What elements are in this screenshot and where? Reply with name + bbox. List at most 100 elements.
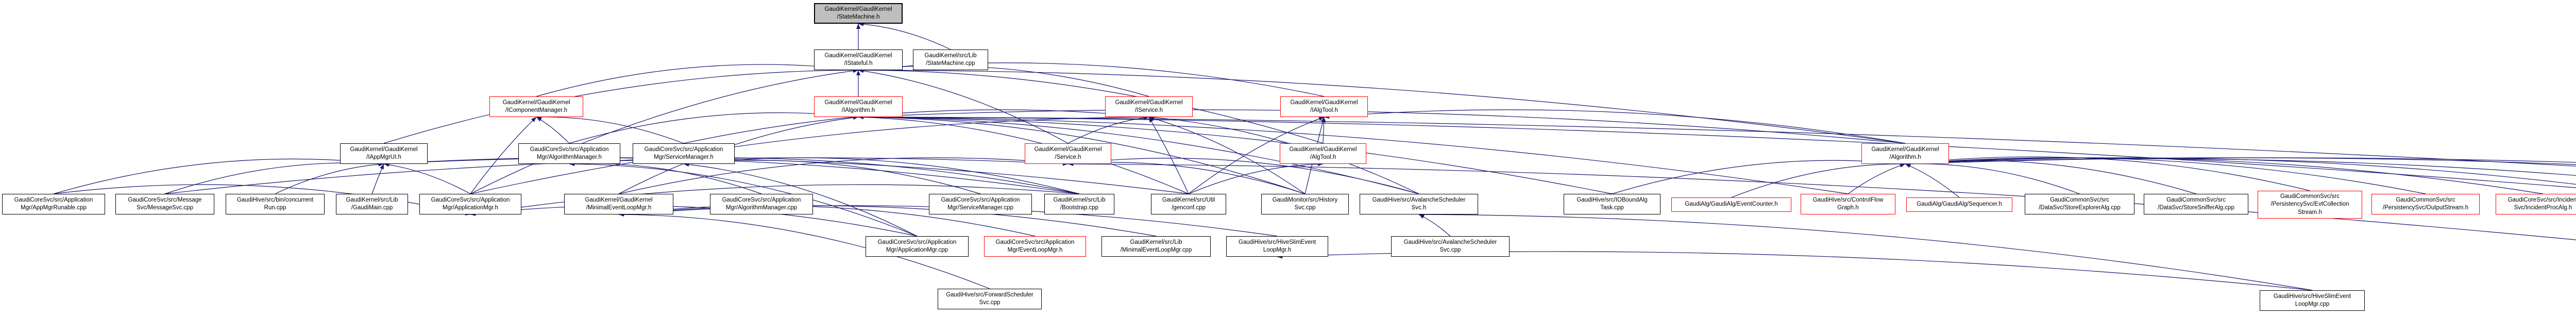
node-hiveslimeventloopmgr-h[interactable]: GaudiHive/src/HiveSlimEvent LoopMgr.h	[1226, 236, 1328, 257]
node-applicationmgr-cpp[interactable]: GaudiCoreSvc/src/Application Mgr/Applicat…	[866, 236, 969, 257]
edge-arrowhead	[380, 164, 384, 170]
include-edge	[858, 23, 951, 50]
include-edge	[536, 117, 684, 144]
node-algorithmmanager-h[interactable]: GaudiCoreSvc/src/Application Mgr/Algorith…	[518, 143, 620, 164]
node-service-h[interactable]: GaudiKernel/GaudiKernel/Service.h	[1025, 143, 1111, 164]
include-edge	[683, 163, 918, 237]
include-edge	[1905, 157, 2544, 194]
node-label-line: /DataSvc/StoreExplorerAlg.cpp	[2039, 205, 2121, 211]
node-hiveslimeventloopmgr-cpp[interactable]: GaudiHive/src/HiveSlimEvent LoopMgr.cpp	[2260, 290, 2365, 311]
node-label-line: GaudiCoreSvc/src/Application	[431, 196, 510, 203]
node-label-line: /GaudiMain.cpp	[351, 205, 393, 211]
include-edge	[1148, 117, 1189, 194]
node-label-line: GaudiCoreSvc/src/Application	[14, 196, 93, 203]
include-edge	[383, 70, 859, 144]
node-controlflowgraph-h[interactable]: GaudiHive/src/ControlFlow Graph.h	[1801, 194, 1895, 214]
node-evtcollectionstream-h[interactable]: GaudiCommonSvc/src/PersistencySvc/EvtCol…	[2258, 191, 2362, 219]
node-label-line: Mgr/ApplicationMgr.cpp	[886, 247, 948, 253]
include-edge	[1905, 157, 2576, 164]
node-label-line: GaudiCoreSvc/src/Application	[644, 146, 723, 153]
node-ialgorithm-h[interactable]: GaudiKernel/GaudiKernel/IAlgorithm.h	[814, 96, 903, 117]
node-label-line: GaudiKernel/GaudiKernel	[1290, 99, 1358, 106]
node-label-line: Mgr/EventLoopMgr.h	[1007, 247, 1063, 253]
include-edge	[1905, 163, 2080, 194]
node-label-line: GaudiCoreSvc/src/Application	[722, 196, 801, 203]
node-icomponentmanager-h[interactable]: GaudiKernel/GaudiKernel/IComponentManage…	[489, 96, 583, 117]
node-label-line: GaudiKernel/GaudiKernel	[1871, 146, 1939, 153]
node-label-line: Svc.cpp	[1294, 205, 1316, 211]
node-servicemanager-h[interactable]: GaudiCoreSvc/src/Application Mgr/ServiceM…	[633, 143, 735, 164]
node-label-line: GaudiHive/src/HiveSlimEvent	[1238, 239, 1316, 245]
node-ialgtool-h[interactable]: GaudiKernel/GaudiKernel/IAlgTool.h	[1280, 96, 1368, 117]
node-label-line: GaudiHive/src/ForwardScheduler	[946, 291, 1033, 298]
node-label-line: LoopMgr.cpp	[2295, 301, 2330, 307]
node-gaudimain-cpp[interactable]: GaudiKernel/src/Lib/GaudiMain.cpp	[336, 194, 408, 214]
node-ioboundalgtask-cpp[interactable]: GaudiHive/src/IOBoundAlg Task.cpp	[1564, 194, 1660, 214]
node-label-line: Mgr/AlgorithmManager.h	[537, 154, 602, 160]
node-algorithm-h[interactable]: GaudiKernel/GaudiKernel/Algorithm.h	[1861, 143, 1949, 164]
include-edge	[858, 117, 1419, 194]
node-label-line: GaudiCoreSvc/src/Incident	[2507, 196, 2576, 203]
node-label-line: Task.cpp	[1600, 205, 1624, 211]
node-concurrentrun-cpp[interactable]: GaudiHive/src/bin/concurrent Run.cpp	[226, 194, 325, 214]
node-label-line: /IComponentManager.h	[505, 107, 568, 113]
include-edge	[858, 117, 1189, 194]
node-applicationmgr-h[interactable]: GaudiCoreSvc/src/Application Mgr/Applicat…	[419, 194, 521, 214]
node-iappmgrui-h[interactable]: GaudiKernel/GaudiKernel/IAppMgrUI.h	[340, 143, 428, 164]
include-edge	[569, 163, 918, 237]
include-edge	[618, 117, 859, 194]
node-bootstrap-cpp[interactable]: GaudiKernel/src/Lib/Bootstrap.cpp	[1044, 194, 1114, 214]
node-eventcounter-h[interactable]: GaudiAlg/GaudiAlg/EventCounter.h	[1671, 197, 1791, 212]
node-label-line: Mgr/ServiceManager.cpp	[947, 205, 1013, 211]
node-avalancheschedulersvc-cpp[interactable]: GaudiHive/src/AvalancheScheduler Svc.cpp	[1391, 236, 1510, 257]
include-edge	[1188, 163, 1324, 194]
node-algtool-h[interactable]: GaudiKernel/GaudiKernel/AlgTool.h	[1280, 143, 1366, 164]
include-edge	[858, 117, 1613, 194]
node-sequencer-h[interactable]: GaudiAlg/GaudiAlg/Sequencer.h	[1906, 197, 2012, 212]
node-statemachine-h[interactable]: GaudiKernel/GaudiKernel/StateMachine.h	[814, 3, 903, 24]
node-minimaleventloopmgr-cpp[interactable]: GaudiKernel/src/Lib/MinimalEventLoopMgr.…	[1101, 236, 1211, 257]
node-label-line: Svc.h	[1411, 205, 1427, 211]
node-label-line: /genconf.cpp	[1172, 205, 1206, 211]
node-algorithmmanager-cpp[interactable]: GaudiCoreSvc/src/Application Mgr/Algorith…	[710, 194, 813, 214]
node-iservice-h[interactable]: GaudiKernel/GaudiKernel/IService.h	[1105, 96, 1193, 117]
include-edge	[164, 162, 384, 194]
node-forwardschedulersvc-cpp[interactable]: GaudiHive/src/ForwardScheduler Svc.cpp	[938, 289, 1042, 309]
node-label-line: GaudiCommonSvc/src	[2280, 193, 2340, 200]
edge-arrowhead	[856, 70, 860, 75]
node-incidentprocalg-h[interactable]: GaudiCoreSvc/src/Incident Svc/IncidentPro…	[2496, 194, 2576, 214]
include-edge	[470, 205, 918, 237]
include-edge	[470, 70, 859, 194]
node-istateful-h[interactable]: GaudiKernel/GaudiKernel/IStateful.h	[814, 49, 903, 70]
node-messagesvc-cpp[interactable]: GaudiCoreSvc/src/Message Svc/MessageSvc.c…	[115, 194, 214, 214]
include-edge	[275, 163, 384, 194]
node-label-line: GaudiHive/src/AvalancheScheduler	[1403, 239, 1497, 245]
node-label-line: Svc.cpp	[1439, 247, 1461, 253]
node-statemachine-cpp[interactable]: GaudiKernel/src/Lib/StateMachine.cpp	[913, 49, 988, 70]
include-edge	[569, 163, 762, 194]
node-storeexploreralg-cpp[interactable]: GaudiCommonSvc/src/DataSvc/StoreExplorer…	[2025, 194, 2134, 214]
node-avalancheschedulersvc-h[interactable]: GaudiHive/src/AvalancheScheduler Svc.h	[1360, 194, 1478, 214]
include-edge	[53, 158, 384, 194]
include-edge	[683, 160, 981, 194]
node-minimaleventloopmgr-h[interactable]: GaudiKernel/GaudiKernel/MinimalEventLoop…	[564, 194, 673, 214]
node-eventloopmgr-h[interactable]: GaudiCoreSvc/src/Application Mgr/EventLoo…	[984, 236, 1086, 257]
node-outputstream-h[interactable]: GaudiCommonSvc/src/PersistencySvc/Output…	[2371, 194, 2480, 214]
node-storesnifferalg-cpp[interactable]: GaudiCommonSvc/src/DataSvc/StoreSnifferA…	[2144, 194, 2248, 214]
include-edge	[1905, 163, 1960, 198]
node-appmgrrunable-cpp[interactable]: GaudiCoreSvc/src/Application Mgr/AppMgrRu…	[2, 194, 105, 214]
node-label-line: /DataSvc/StoreSnifferAlg.cpp	[2158, 205, 2234, 211]
node-label-line: Svc/MessageSvc.cpp	[137, 205, 193, 211]
include-edge	[1067, 163, 2576, 240]
node-label-line: /IService.h	[1134, 107, 1163, 113]
include-edge	[1067, 117, 1149, 144]
node-label-line: GaudiKernel/GaudiKernel	[1289, 146, 1357, 153]
node-servicemanager-cpp[interactable]: GaudiCoreSvc/src/Application Mgr/ServiceM…	[929, 194, 1032, 214]
node-label-line: GaudiCommonSvc/src	[2049, 196, 2110, 203]
node-genconf-cpp[interactable]: GaudiKernel/src/Util/genconf.cpp	[1151, 194, 1226, 214]
include-edge	[1067, 158, 1419, 194]
node-label-line: Stream.h	[2298, 209, 2322, 215]
node-historysvc-cpp[interactable]: GaudiMonitor/src/History Svc.cpp	[1261, 194, 1349, 214]
node-label-line: GaudiKernel/src/Util	[1162, 196, 1215, 203]
